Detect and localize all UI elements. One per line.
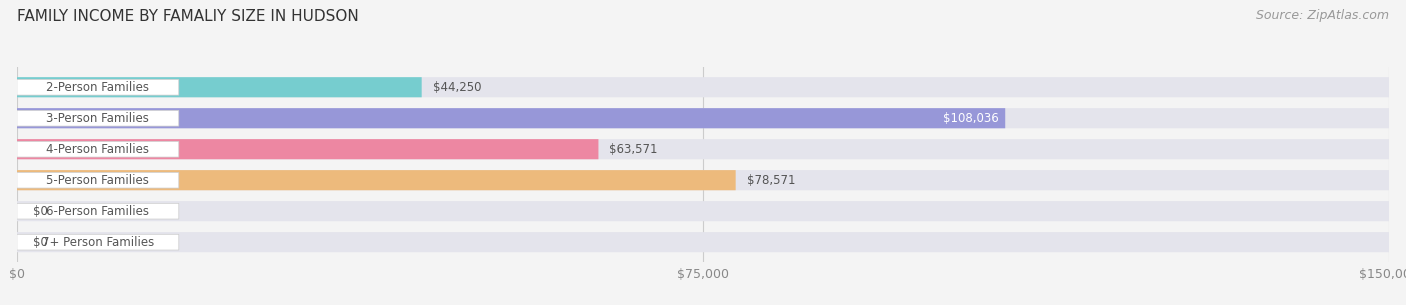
FancyBboxPatch shape bbox=[17, 110, 179, 126]
FancyBboxPatch shape bbox=[17, 108, 1389, 128]
FancyBboxPatch shape bbox=[17, 234, 179, 250]
FancyBboxPatch shape bbox=[17, 201, 1389, 221]
FancyBboxPatch shape bbox=[17, 141, 179, 157]
FancyBboxPatch shape bbox=[17, 139, 599, 159]
Text: $63,571: $63,571 bbox=[609, 143, 658, 156]
FancyBboxPatch shape bbox=[17, 139, 1389, 159]
Text: $78,571: $78,571 bbox=[747, 174, 796, 187]
FancyBboxPatch shape bbox=[17, 232, 1389, 252]
FancyBboxPatch shape bbox=[17, 170, 735, 190]
Text: 4-Person Families: 4-Person Families bbox=[46, 143, 149, 156]
Text: 6-Person Families: 6-Person Families bbox=[46, 205, 149, 218]
Text: $44,250: $44,250 bbox=[433, 81, 481, 94]
FancyBboxPatch shape bbox=[17, 79, 179, 95]
FancyBboxPatch shape bbox=[17, 172, 179, 188]
FancyBboxPatch shape bbox=[17, 108, 1005, 128]
Text: Source: ZipAtlas.com: Source: ZipAtlas.com bbox=[1256, 9, 1389, 22]
Text: 7+ Person Families: 7+ Person Families bbox=[42, 236, 155, 249]
FancyBboxPatch shape bbox=[17, 77, 1389, 97]
Text: 2-Person Families: 2-Person Families bbox=[46, 81, 149, 94]
Text: $0: $0 bbox=[34, 205, 48, 218]
FancyBboxPatch shape bbox=[17, 77, 422, 97]
Text: FAMILY INCOME BY FAMALIY SIZE IN HUDSON: FAMILY INCOME BY FAMALIY SIZE IN HUDSON bbox=[17, 9, 359, 24]
FancyBboxPatch shape bbox=[17, 203, 179, 219]
Text: 5-Person Families: 5-Person Families bbox=[46, 174, 149, 187]
Text: $108,036: $108,036 bbox=[942, 112, 998, 125]
FancyBboxPatch shape bbox=[17, 170, 1389, 190]
Text: 3-Person Families: 3-Person Families bbox=[46, 112, 149, 125]
Text: $0: $0 bbox=[34, 236, 48, 249]
